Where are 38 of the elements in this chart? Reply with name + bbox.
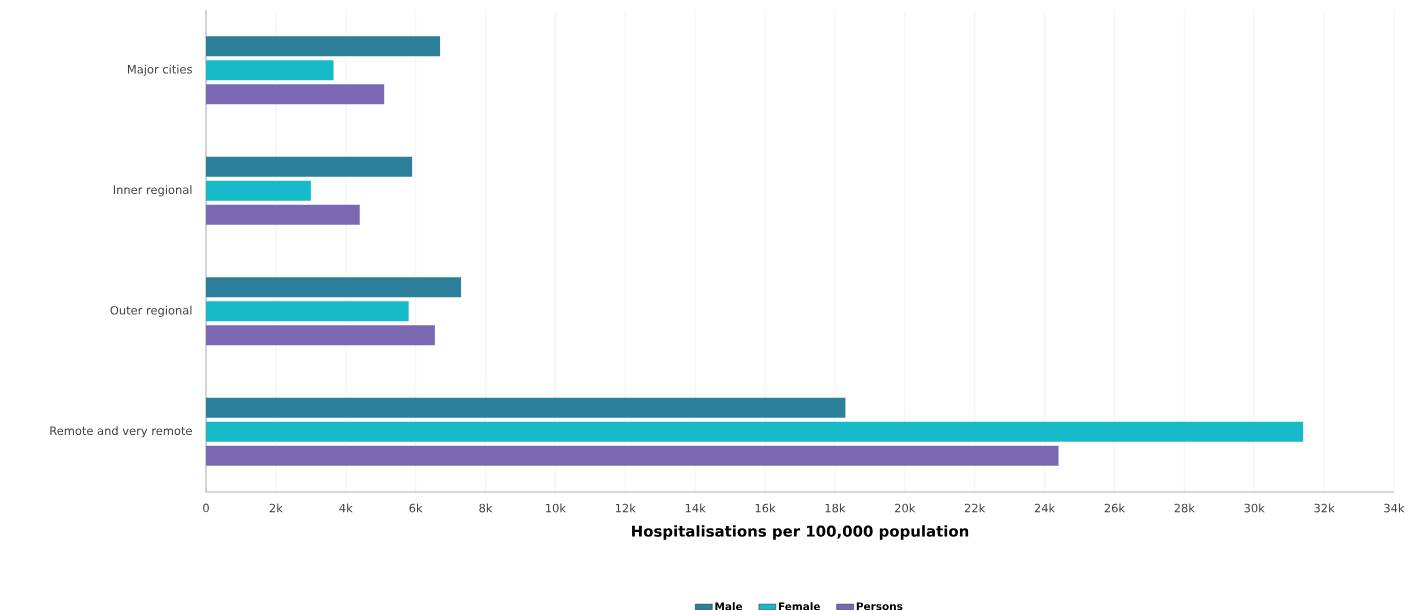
- bar: [206, 60, 334, 81]
- y-tick-label: Outer regional: [110, 305, 192, 317]
- x-tick-label: 18k: [825, 503, 846, 513]
- x-tick-label: 0: [203, 503, 209, 513]
- x-tick-label: 26k: [1104, 503, 1126, 513]
- bar: [206, 156, 413, 177]
- y-tick-label: Remote and very remote: [50, 426, 192, 438]
- x-tick-label: 6k: [409, 503, 423, 513]
- bar: [206, 325, 435, 346]
- bar: [206, 180, 311, 201]
- bar: [206, 204, 360, 225]
- x-tick-label: 8k: [479, 503, 493, 513]
- y-tick-label: Major cities: [127, 64, 192, 76]
- x-axis-title: Hospitalisations per 100,000 population: [632, 525, 969, 540]
- x-tick-label: 16k: [755, 503, 776, 513]
- x-tick-label: 34k: [1384, 503, 1405, 513]
- x-tick-label: 22k: [964, 503, 986, 513]
- y-tick-label: Inner regional: [113, 185, 192, 197]
- x-tick-label: 24k: [1034, 503, 1056, 513]
- x-tick-label: 30k: [1244, 503, 1265, 513]
- x-tick-label: 20k: [895, 503, 916, 513]
- x-tick-label: 4k: [339, 503, 353, 513]
- bar: [206, 301, 409, 322]
- x-tick-label: 14k: [685, 503, 706, 513]
- legend-label: Persons: [856, 602, 903, 610]
- x-tick-label: 28k: [1174, 503, 1195, 513]
- bar: [206, 36, 441, 57]
- legend-label: Male: [715, 602, 743, 610]
- bar: [206, 445, 1059, 466]
- legend-label: Female: [778, 602, 820, 610]
- bar: [206, 421, 1304, 442]
- x-tick-label: 2k: [269, 503, 283, 513]
- bar: [206, 84, 385, 105]
- bar: [206, 277, 462, 298]
- x-tick-label: 12k: [615, 503, 636, 513]
- x-tick-label: 32k: [1314, 503, 1335, 513]
- bar: [206, 397, 846, 418]
- x-tick-label: 10k: [546, 503, 566, 513]
